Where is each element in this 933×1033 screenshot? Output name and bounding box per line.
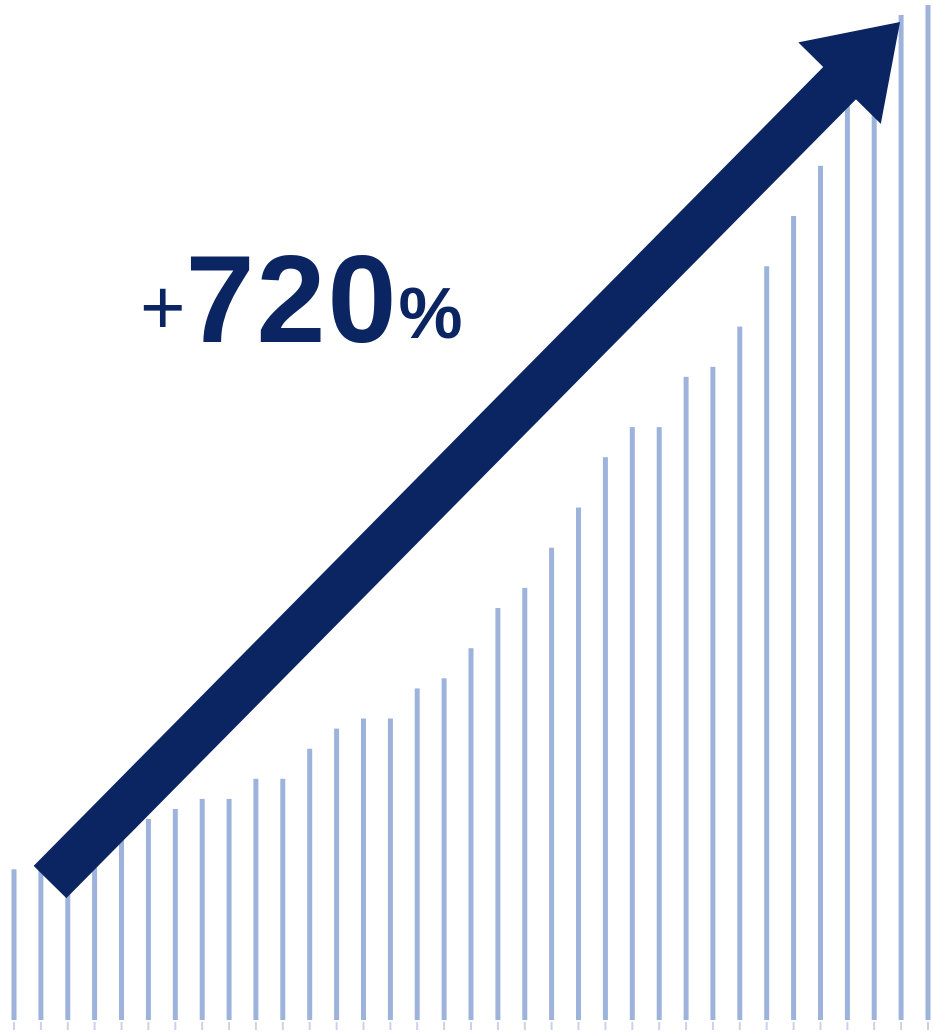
bar bbox=[549, 547, 555, 1020]
bar bbox=[683, 376, 689, 1020]
baseline-ticks bbox=[13, 1022, 929, 1030]
bar bbox=[92, 849, 98, 1020]
arrow-shaft bbox=[33, 59, 863, 899]
bar bbox=[307, 748, 313, 1020]
bar bbox=[199, 798, 205, 1020]
bar bbox=[172, 809, 178, 1020]
bar bbox=[602, 457, 608, 1020]
bar bbox=[280, 778, 286, 1020]
headline-unit: % bbox=[398, 274, 463, 354]
bar bbox=[818, 165, 823, 1021]
bar bbox=[656, 427, 662, 1021]
bar bbox=[38, 869, 44, 1020]
bar bbox=[871, 55, 877, 1020]
bar bbox=[145, 819, 151, 1020]
bar bbox=[898, 15, 904, 1020]
bar bbox=[226, 798, 232, 1020]
bar bbox=[522, 587, 528, 1020]
growth-arrow bbox=[33, 22, 900, 899]
bar-series bbox=[11, 5, 931, 1021]
bar bbox=[414, 688, 420, 1020]
bar bbox=[844, 105, 850, 1020]
headline-sign: + bbox=[140, 263, 186, 351]
bar bbox=[710, 366, 716, 1020]
growth-headline: +720% bbox=[140, 238, 462, 362]
headline-value: 720 bbox=[185, 231, 399, 369]
bar bbox=[11, 869, 17, 1020]
arrow-head bbox=[798, 22, 900, 124]
bar bbox=[387, 718, 393, 1020]
bar bbox=[629, 427, 635, 1021]
bar bbox=[576, 507, 581, 1020]
bar bbox=[361, 718, 366, 1020]
bar bbox=[791, 216, 797, 1020]
bar bbox=[334, 728, 340, 1020]
bar bbox=[468, 648, 474, 1020]
bar bbox=[764, 266, 770, 1020]
bar bbox=[737, 326, 743, 1021]
bar bbox=[253, 778, 259, 1020]
bar bbox=[441, 678, 447, 1020]
bar bbox=[65, 859, 71, 1020]
bar bbox=[925, 5, 931, 1020]
bar bbox=[495, 608, 501, 1020]
bar bbox=[119, 829, 124, 1020]
